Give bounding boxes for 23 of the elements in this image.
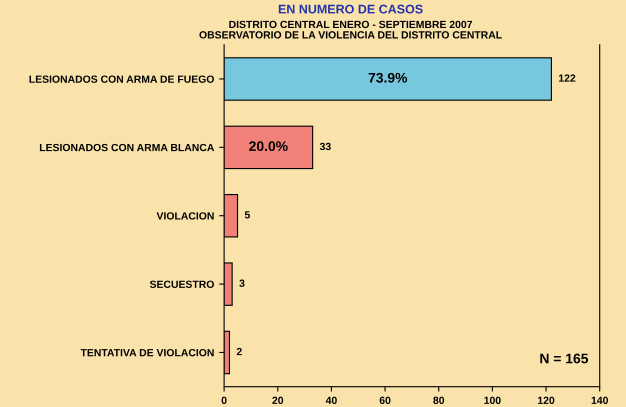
y-tick-label: VIOLACION bbox=[156, 212, 214, 220]
x-tick-label: 120 bbox=[538, 396, 554, 404]
x-tick-label: 60 bbox=[380, 396, 390, 404]
y-tick-label: LESIONADOS CON ARMA BLANCA bbox=[40, 144, 214, 152]
chart-subtitle: DISTRITO CENTRAL ENERO - SEPTIEMBRE 2007 OBSERVATORIO DE LA VIOLENCIA DEL DISTRITO CENTRAL bbox=[199, 20, 502, 39]
y-tick-label: SECUESTRO bbox=[150, 280, 214, 288]
data-label: 122 bbox=[559, 74, 576, 82]
data-label: 3 bbox=[239, 280, 245, 287]
x-tick-label: 100 bbox=[484, 396, 501, 404]
chart-title: EN NUMERO DE CASOS bbox=[278, 4, 423, 14]
data-label: 5 bbox=[244, 211, 250, 219]
y-tick-label: LESIONADOS CON ARMA DE FUEGO bbox=[30, 75, 214, 83]
data-label: 33 bbox=[320, 142, 331, 150]
data-label: 2 bbox=[236, 348, 242, 356]
x-tick-label: 40 bbox=[326, 396, 337, 404]
annotation: 73.9% bbox=[368, 72, 408, 83]
x-tick-label: 140 bbox=[592, 396, 608, 404]
x-tick-label: 80 bbox=[433, 396, 444, 404]
annotation: N = 165 bbox=[540, 354, 588, 364]
x-tick-label: 0 bbox=[222, 396, 227, 404]
annotation: 20.0% bbox=[249, 141, 288, 152]
y-tick-label: TENTATIVA DE VIOLACION bbox=[80, 348, 214, 356]
x-tick-label: 20 bbox=[272, 396, 284, 404]
